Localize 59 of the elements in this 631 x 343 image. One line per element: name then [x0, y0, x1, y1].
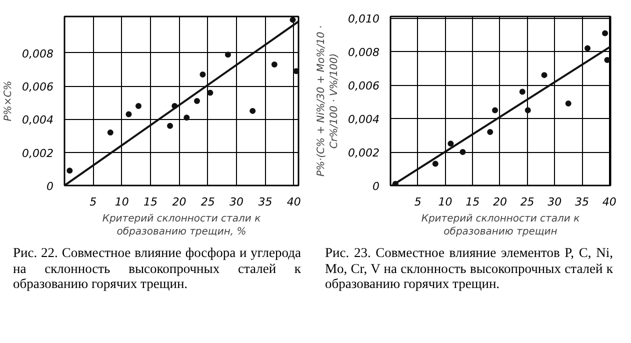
- x-tick-label: 40: [286, 196, 301, 208]
- point: [194, 98, 200, 104]
- point: [135, 102, 142, 109]
- point: [271, 62, 278, 68]
- point: [293, 68, 298, 74]
- point: [492, 107, 498, 114]
- x-tick-label: 15: [466, 196, 480, 208]
- point: [460, 149, 466, 156]
- x-tick-label: 5: [90, 196, 97, 208]
- point: [604, 57, 610, 63]
- point: [207, 90, 214, 96]
- y-tick-label: 0,008: [348, 46, 380, 60]
- point: [224, 52, 231, 58]
- point: [250, 108, 256, 114]
- y-tick-label: 0,004: [22, 114, 54, 127]
- point: [290, 16, 296, 23]
- x-tick-label: 10: [438, 196, 452, 208]
- point: [167, 122, 174, 129]
- x-tick-label: 30: [230, 196, 244, 208]
- point: [519, 88, 526, 95]
- point: [524, 107, 531, 114]
- x-axis-title: Критерий склонности стали к образованию трещин, %: [102, 214, 261, 238]
- point: [565, 100, 572, 107]
- y-tick-label: 0: [372, 180, 380, 193]
- text: Рис. 23. Совместное влияние элементов P, C, Ni, Mo, Cr, V на склонность высокопрочных сталей к образованию горячих трещин.: [325, 245, 613, 292]
- x-tick-label: 30: [548, 196, 562, 208]
- y-tick-label: 0,010: [348, 12, 380, 26]
- y-axis-title: P%·(C% + Ni%/30 + Mo%/10 · Cr%/100 · V%/100): [316, 25, 340, 177]
- point: [432, 160, 438, 167]
- x-tick-label: 5: [414, 196, 422, 208]
- x-tick-label: 20: [492, 196, 507, 208]
- x-tick-label: 35: [258, 196, 272, 208]
- x-axis-title: Критерий склонности стали к образованию трещин: [421, 214, 580, 238]
- point: [584, 45, 591, 52]
- point: [107, 129, 114, 136]
- y-tick-label: 0,006: [348, 80, 380, 93]
- y-tick-label: 0,002: [22, 146, 54, 160]
- point: [602, 30, 608, 36]
- y-tick-label: 0,006: [22, 80, 54, 94]
- point: [66, 168, 73, 174]
- x-tick-label: 35: [575, 196, 590, 208]
- point: [541, 72, 548, 78]
- point: [200, 71, 206, 78]
- x-tick-label: 25: [200, 196, 215, 208]
- text: Рис. 22. Совместное влияние фосфора и углерода на склонность высокопрочных сталей к образованию горячих трещин.: [13, 245, 301, 292]
- y-tick-label: 0,004: [348, 113, 380, 126]
- y-tick-label: 0: [46, 180, 54, 193]
- y-tick-label: 0,002: [348, 146, 380, 160]
- point: [184, 114, 190, 121]
- y-tick-label: 0,008: [22, 47, 54, 60]
- point: [126, 111, 132, 118]
- point: [448, 140, 454, 147]
- x-tick-label: 20: [172, 196, 186, 208]
- x-tick-label: 15: [144, 196, 158, 208]
- x-tick-label: 10: [114, 196, 129, 208]
- point: [487, 128, 494, 135]
- x-tick-label: 25: [520, 196, 534, 208]
- x-tick-label: 40: [602, 196, 616, 208]
- y-axis-title: P%×C%: [3, 80, 14, 122]
